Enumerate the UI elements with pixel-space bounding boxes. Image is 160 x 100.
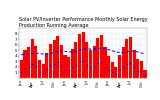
Point xyxy=(24,67,26,69)
Point xyxy=(126,63,128,64)
Point xyxy=(133,67,135,68)
Bar xyxy=(85,42,88,78)
Point xyxy=(136,70,139,72)
Point xyxy=(82,60,84,62)
Point xyxy=(56,62,59,63)
Bar xyxy=(107,56,110,78)
Bar xyxy=(74,42,77,78)
Point xyxy=(100,61,103,63)
Point xyxy=(78,60,81,62)
Point xyxy=(53,63,55,65)
Bar xyxy=(42,64,45,78)
Point xyxy=(67,69,70,71)
Bar xyxy=(125,39,128,78)
Bar xyxy=(93,46,96,78)
Bar xyxy=(53,40,56,78)
Point xyxy=(46,68,48,70)
Bar xyxy=(144,70,147,78)
Point xyxy=(115,73,117,75)
Point xyxy=(86,64,88,66)
Point xyxy=(31,63,34,64)
Point xyxy=(122,66,124,68)
Bar xyxy=(111,62,114,78)
Bar xyxy=(118,55,121,78)
Point xyxy=(60,65,63,67)
Bar xyxy=(100,35,103,78)
Bar xyxy=(133,50,136,78)
Point xyxy=(27,66,30,68)
Point xyxy=(75,64,77,66)
Point xyxy=(64,69,66,70)
Bar xyxy=(49,44,52,78)
Bar xyxy=(71,49,74,78)
Bar xyxy=(56,36,59,78)
Point xyxy=(104,66,106,68)
Bar xyxy=(114,67,117,78)
Point xyxy=(71,67,74,68)
Bar xyxy=(31,39,34,78)
Point xyxy=(93,65,95,67)
Point xyxy=(49,64,52,66)
Point xyxy=(20,72,23,73)
Point xyxy=(38,71,41,73)
Point xyxy=(107,69,110,70)
Point xyxy=(96,62,99,64)
Point xyxy=(42,72,44,74)
Bar xyxy=(82,32,85,78)
Bar xyxy=(45,53,48,78)
Bar xyxy=(20,60,23,78)
Bar xyxy=(64,55,67,78)
Bar xyxy=(38,60,41,78)
Bar xyxy=(24,50,27,78)
Bar xyxy=(78,34,81,78)
Bar xyxy=(140,61,143,78)
Bar xyxy=(60,45,63,78)
Bar xyxy=(122,47,125,78)
Text: Solar PV/Inverter Performance Monthly Solar Energy Production Running Average: Solar PV/Inverter Performance Monthly So… xyxy=(19,17,148,28)
Bar xyxy=(96,38,99,78)
Point xyxy=(129,62,132,64)
Bar xyxy=(34,46,37,78)
Point xyxy=(35,66,37,67)
Bar xyxy=(27,47,30,78)
Point xyxy=(89,67,92,68)
Bar xyxy=(89,50,92,78)
Point xyxy=(118,68,121,70)
Bar xyxy=(129,37,132,78)
Bar xyxy=(104,47,107,78)
Bar xyxy=(67,57,70,78)
Point xyxy=(144,74,146,76)
Bar xyxy=(136,59,139,78)
Point xyxy=(111,72,114,73)
Point xyxy=(140,71,143,73)
